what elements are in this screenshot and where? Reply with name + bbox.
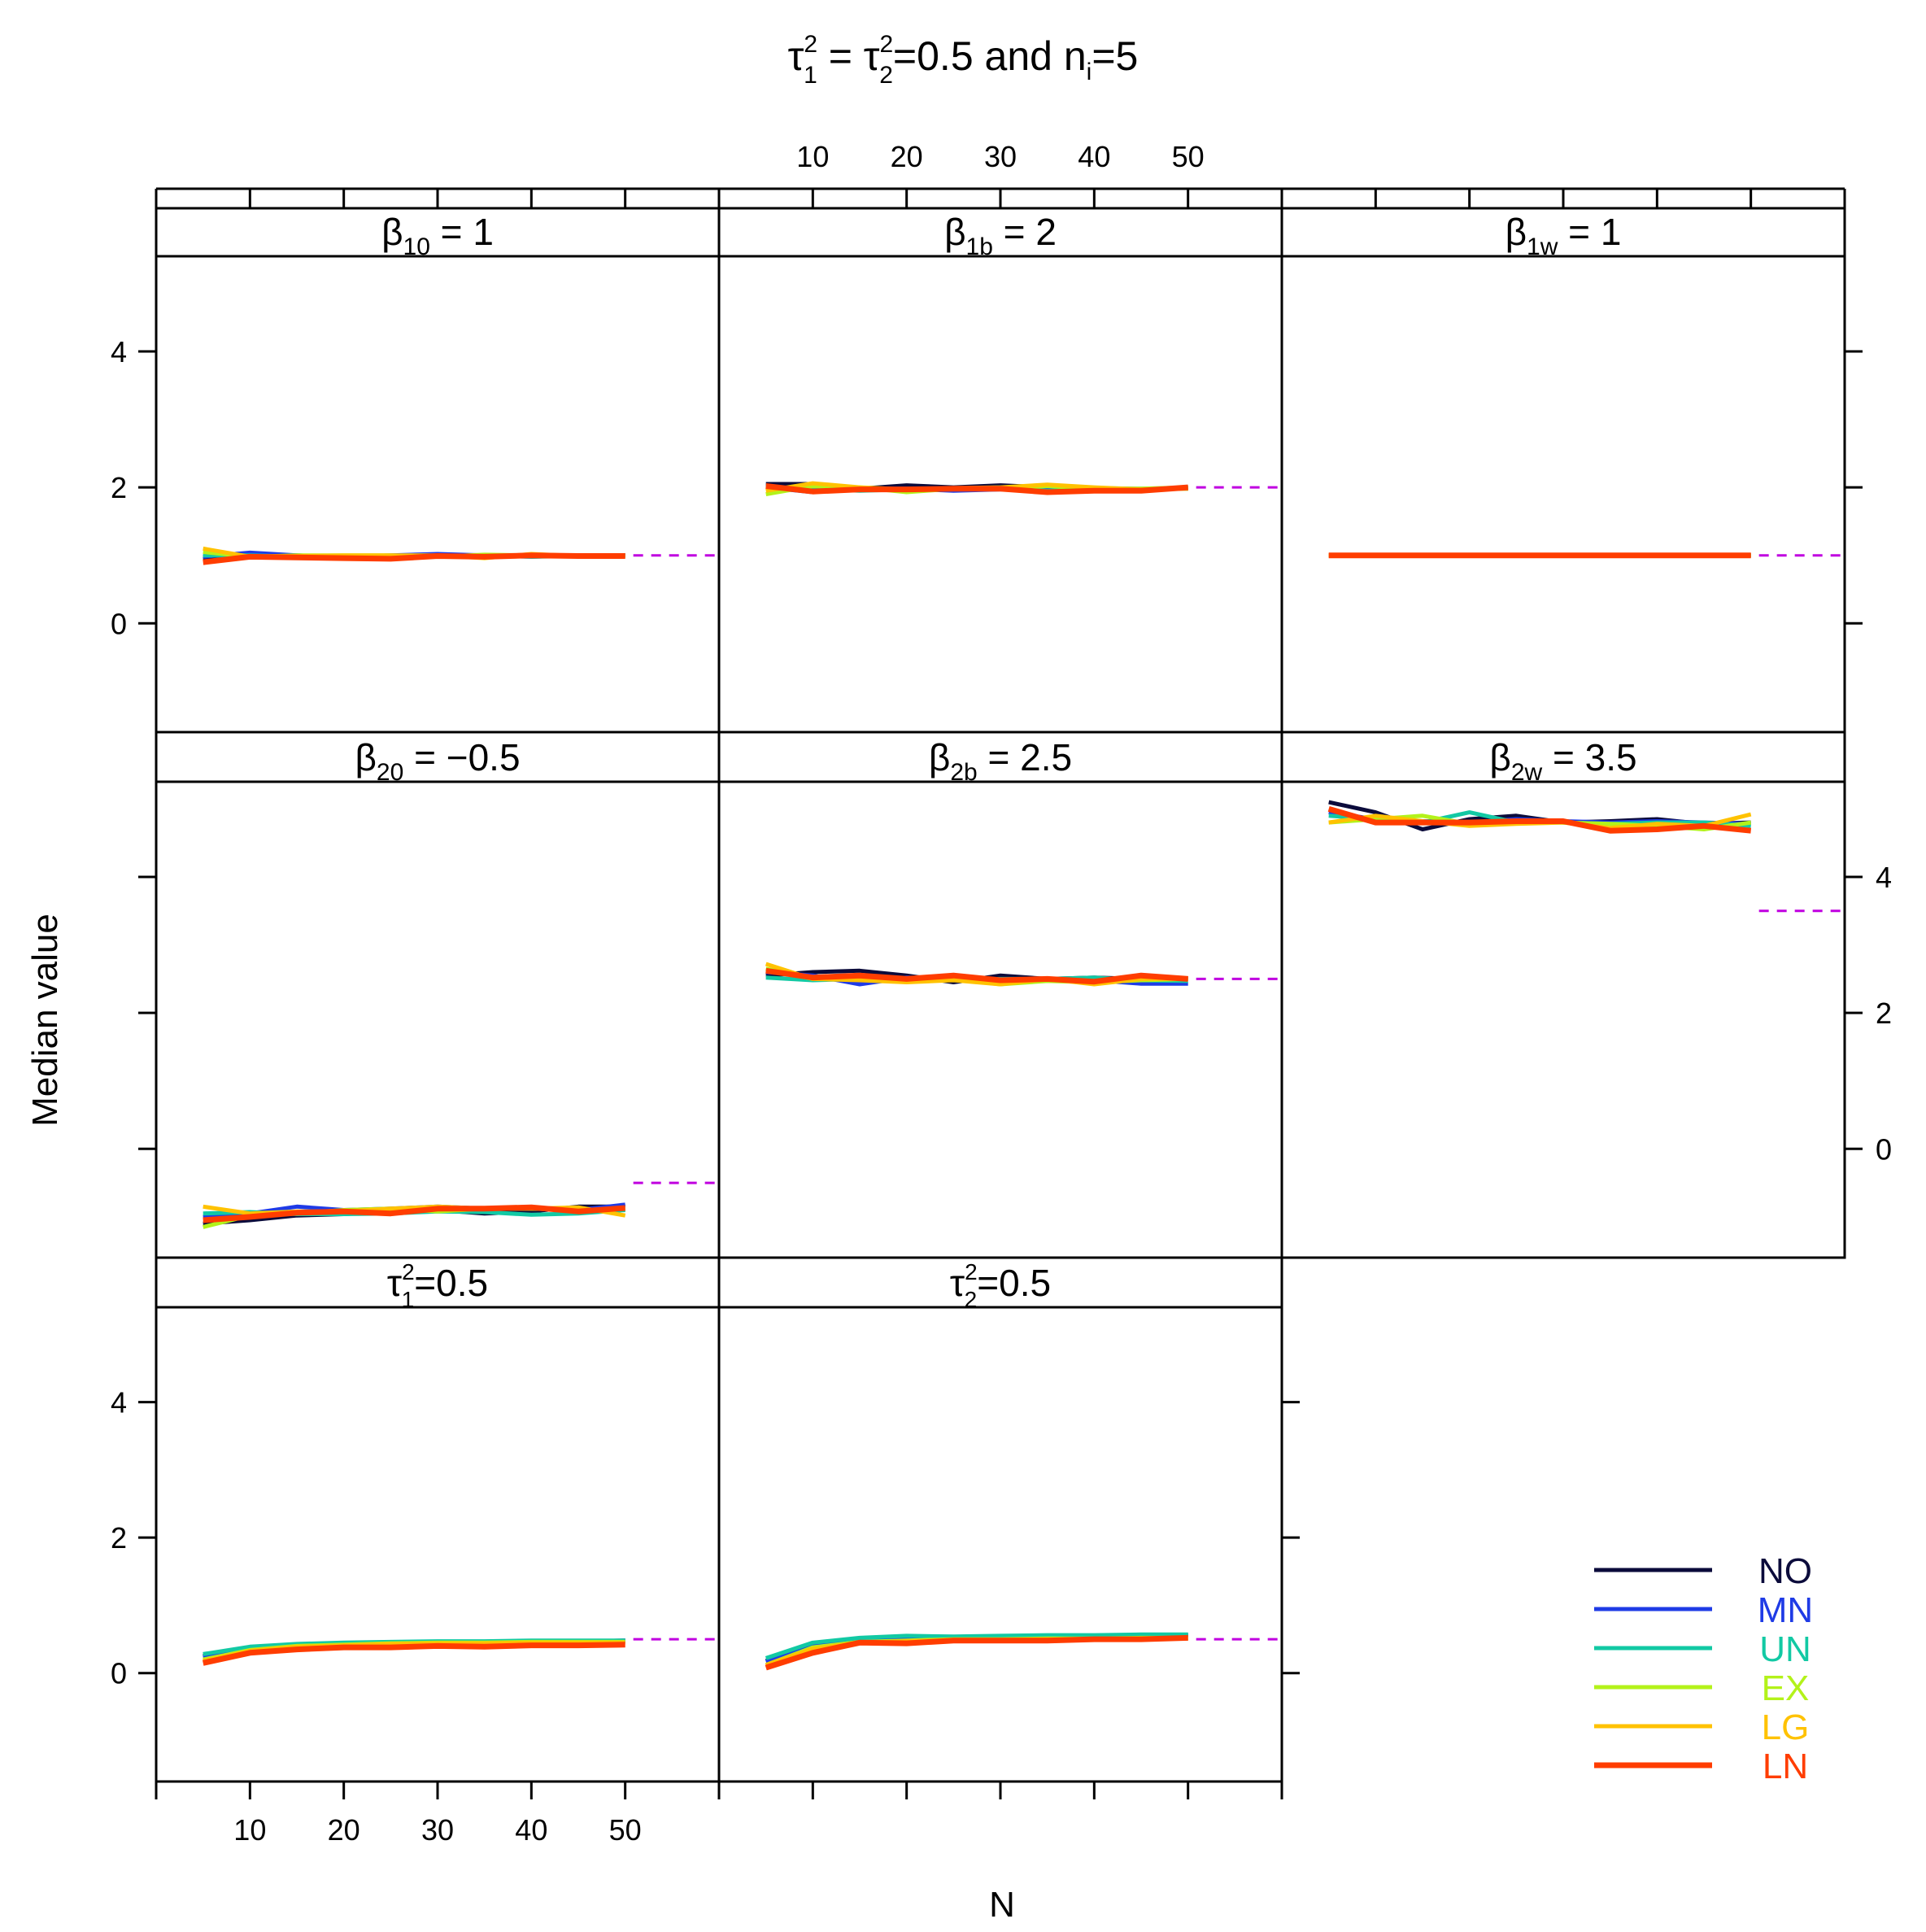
x-tick-label: 50: [1172, 140, 1205, 173]
panel-plot-frame: [155, 255, 721, 734]
x-tick-label: 40: [515, 1813, 547, 1847]
series-ln: [765, 967, 1188, 985]
y-axis-label: Median value: [25, 914, 65, 1127]
series-un: [765, 1632, 1188, 1660]
panel-strip-label: β10 = 1: [381, 211, 494, 260]
y-tick-label: 4: [111, 1386, 127, 1420]
series-ln: [203, 1204, 625, 1223]
legend-label-no: NO: [1758, 1551, 1812, 1591]
legend-label-lg: LG: [1762, 1707, 1810, 1747]
panel-strip-label: β1w = 1: [1506, 211, 1622, 260]
panel-plot-frame: [155, 780, 721, 1259]
panel-plot-frame: [1280, 780, 1846, 1259]
panel-strip-label: β1b = 2: [944, 211, 1057, 260]
panel-strip-label: τ2 2=0.5: [950, 1259, 1051, 1312]
panel-strip-label: β2w = 3.5: [1489, 736, 1636, 786]
y-tick-label: 2: [1876, 997, 1892, 1030]
panel-3: β1w = 1: [1280, 207, 1846, 734]
panel-plot-frame: [717, 255, 1283, 734]
panel-4: β20 = −0.5: [155, 730, 721, 1259]
x-axis-label: N: [989, 1885, 1015, 1925]
y-tick-label: 0: [1876, 1132, 1892, 1166]
series-ln: [1327, 806, 1752, 834]
panel-strip-label: τ2 1=0.5: [387, 1259, 488, 1312]
series-ln: [765, 483, 1188, 495]
panel-8: τ2 2=0.5: [717, 1256, 1283, 1783]
panel-1: β10 = 1: [155, 207, 721, 734]
panel-plot-frame: [1280, 255, 1846, 734]
series-ln: [202, 1642, 625, 1666]
panel-strip: [155, 207, 721, 258]
legend-label-ex: EX: [1762, 1668, 1810, 1708]
x-tick-label: 10: [796, 140, 829, 173]
y-tick-label: 4: [1876, 861, 1892, 894]
legend-label-mn: MN: [1758, 1590, 1813, 1630]
y-tick-label: 0: [111, 607, 127, 640]
x-tick-label: 30: [421, 1813, 454, 1847]
y-tick-label: 2: [111, 1521, 127, 1555]
panel-strip-label: β2b = 2.5: [929, 736, 1072, 786]
y-tick-label: 4: [111, 335, 127, 369]
x-tick-label: 20: [328, 1813, 360, 1847]
series-ln: [765, 1634, 1188, 1671]
x-tick-label: 10: [233, 1813, 266, 1847]
series-ln: [203, 552, 625, 565]
panel-5: β2b = 2.5: [717, 730, 1283, 1259]
chart-title: τ2 1 = τ2 2=0.5 and ni=5: [788, 31, 1139, 89]
y-tick-label: 2: [111, 471, 127, 504]
x-tick-label: 40: [1078, 140, 1110, 173]
x-tick-label: 20: [891, 140, 923, 173]
panel-2: β1b = 2: [717, 207, 1283, 734]
y-tick-label: 0: [111, 1657, 127, 1690]
panel-6: β2w = 3.5: [1280, 730, 1846, 1259]
panel-plot-frame: [717, 780, 1283, 1259]
series-lg: [765, 962, 1188, 987]
panel-7: τ2 1=0.5: [155, 1256, 721, 1783]
x-tick-label: 30: [984, 140, 1017, 173]
legend-label-un: UN: [1759, 1629, 1811, 1669]
panel-plot-frame: [155, 1306, 721, 1783]
legend-label-ln: LN: [1763, 1747, 1808, 1786]
panel-strip: [1280, 730, 1846, 783]
panel-strip: [155, 730, 721, 783]
panel-strip: [717, 730, 1283, 783]
panels-group: β10 = 1 β1b = 2 β1w = 1 β20 = −0.5 β2b = 2.5…: [155, 207, 1846, 1783]
x-tick-label: 50: [609, 1813, 642, 1847]
panel-plot-frame: [717, 1306, 1283, 1783]
